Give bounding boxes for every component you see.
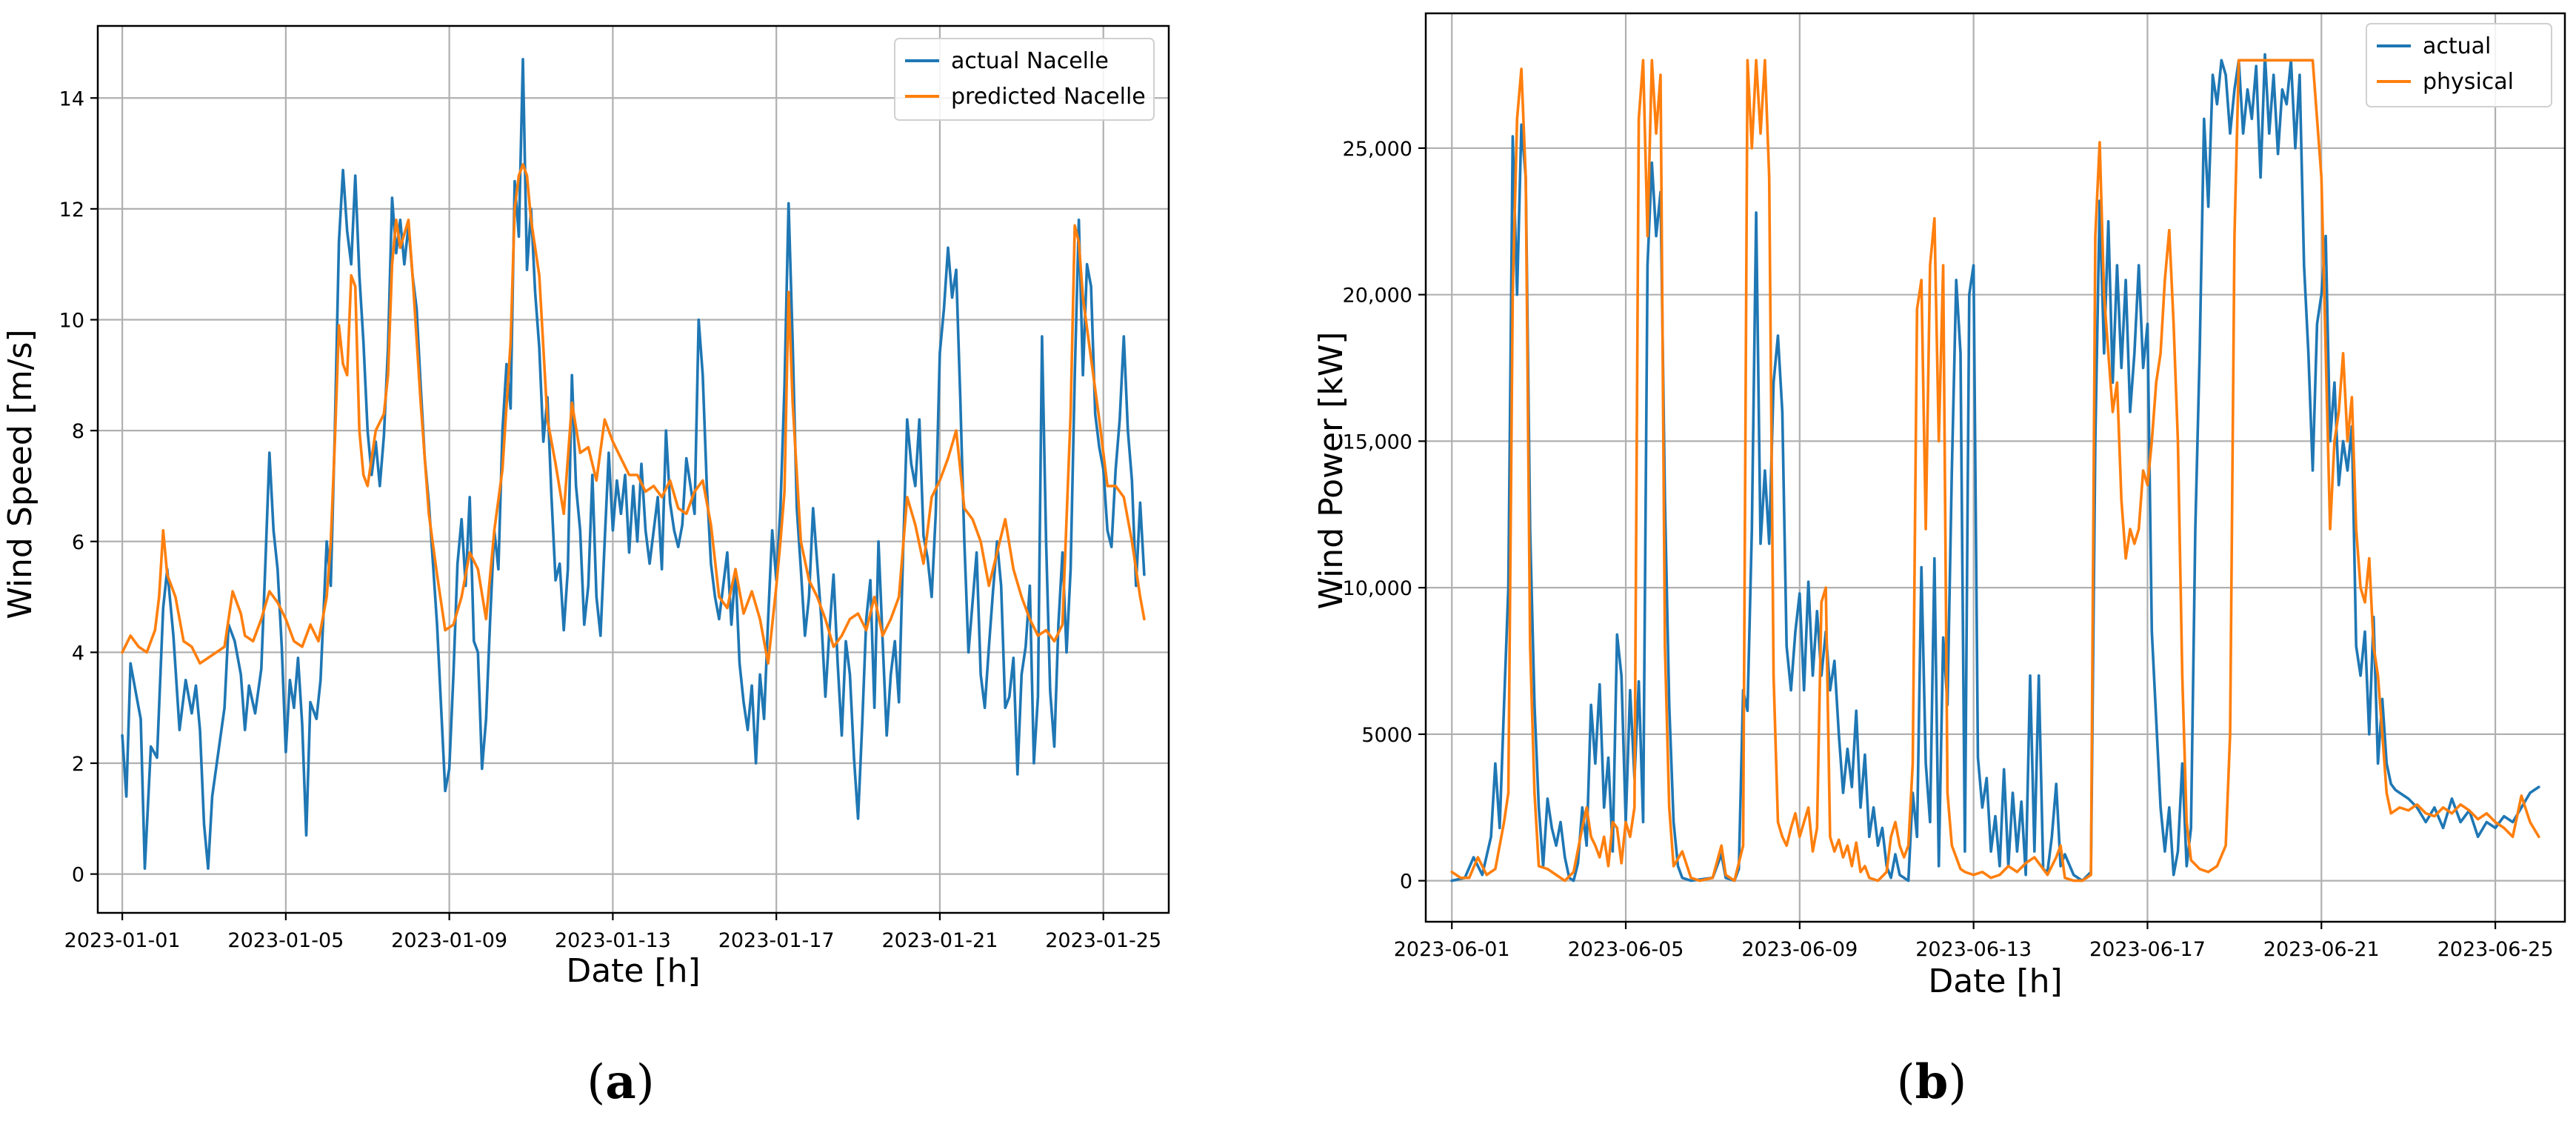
x-tick-label: 2023-06-21 [2263,938,2380,961]
series-line-predicted-nacelle [121,163,1146,665]
y-tick-label: 10 [59,310,84,333]
legend-box [894,38,1155,121]
y-tick-label: 15,000 [1343,430,1412,453]
y-tick-label: 0 [72,864,84,887]
plot-area-frame [96,24,1170,914]
chart-panel-b: 2023-06-01 2023-06-05 2023-06-09 2023-06-13… [1312,12,2566,1110]
x-tick-label: 2023-06-17 [2089,938,2206,961]
y-axis-title: Wind Speed [m/s] [1,329,39,619]
legend-label: predicted Nacelle [951,84,1146,110]
panel-label-letter: a [605,1054,635,1110]
legend: actual physical [2366,23,2552,107]
x-tick-label: 2023-06-25 [2437,938,2554,961]
panel-label-paren: ( [587,1055,605,1110]
x-tick-label: 2023-01-13 [555,929,671,952]
legend-box [2366,23,2552,107]
x-axis-title: Date [h] [1928,963,2062,1000]
x-tick-label: 2023-01-17 [718,929,835,952]
y-tick-label: 0 [1400,871,1412,894]
x-tick-label: 2023-01-01 [64,929,181,952]
series-line-actual [1450,53,2540,882]
y-tick-label: 25,000 [1343,138,1412,161]
plot-area-frame [1424,12,2566,923]
x-tick-label: 2023-01-09 [391,929,507,952]
y-tick-label: 4 [72,642,84,665]
x-tick-label: 2023-06-05 [1568,938,1684,961]
y-tick-label: 8 [72,420,84,443]
y-tick-label: 2 [72,753,84,776]
legend-label: actual Nacelle [951,48,1109,74]
y-axis-title: Wind Power [kW] [1312,332,1350,610]
x-tick-label: 2023-01-25 [1045,929,1161,952]
series-line-physical [1450,59,2540,882]
x-tick-label: 2023-06-13 [1915,938,2032,961]
panel-label-paren: ) [636,1055,655,1110]
legend-label: physical [2423,69,2514,95]
panel-label-paren: ( [1897,1055,1915,1110]
series-line-actual-nacelle [121,58,1146,870]
panel-label-letter: b [1915,1054,1949,1110]
y-tick-label: 6 [72,531,84,554]
legend: actual Nacelle predicted Nacelle [894,38,1155,121]
x-tick-label: 2023-06-09 [1741,938,1858,961]
y-tick-label: 5000 [1361,724,1412,747]
y-tick-label: 20,000 [1343,285,1412,307]
x-axis-title: Date [h] [566,952,700,990]
panel-label-paren: ) [1948,1055,1966,1110]
x-tick-label: 2023-06-01 [1394,938,1510,961]
panel-label: (a) [587,1054,654,1110]
chart-panel-a: 2023-01-01 2023-01-05 2023-01-09 2023-01-13… [1,24,1170,1110]
legend-label: actual [2423,33,2491,59]
y-tick-label: 10,000 [1343,577,1412,600]
y-tick-label: 14 [59,87,84,110]
x-tick-label: 2023-01-21 [881,929,998,952]
y-tick-label: 12 [59,199,84,222]
panel-label: (b) [1897,1054,1967,1110]
x-tick-label: 2023-01-05 [227,929,344,952]
